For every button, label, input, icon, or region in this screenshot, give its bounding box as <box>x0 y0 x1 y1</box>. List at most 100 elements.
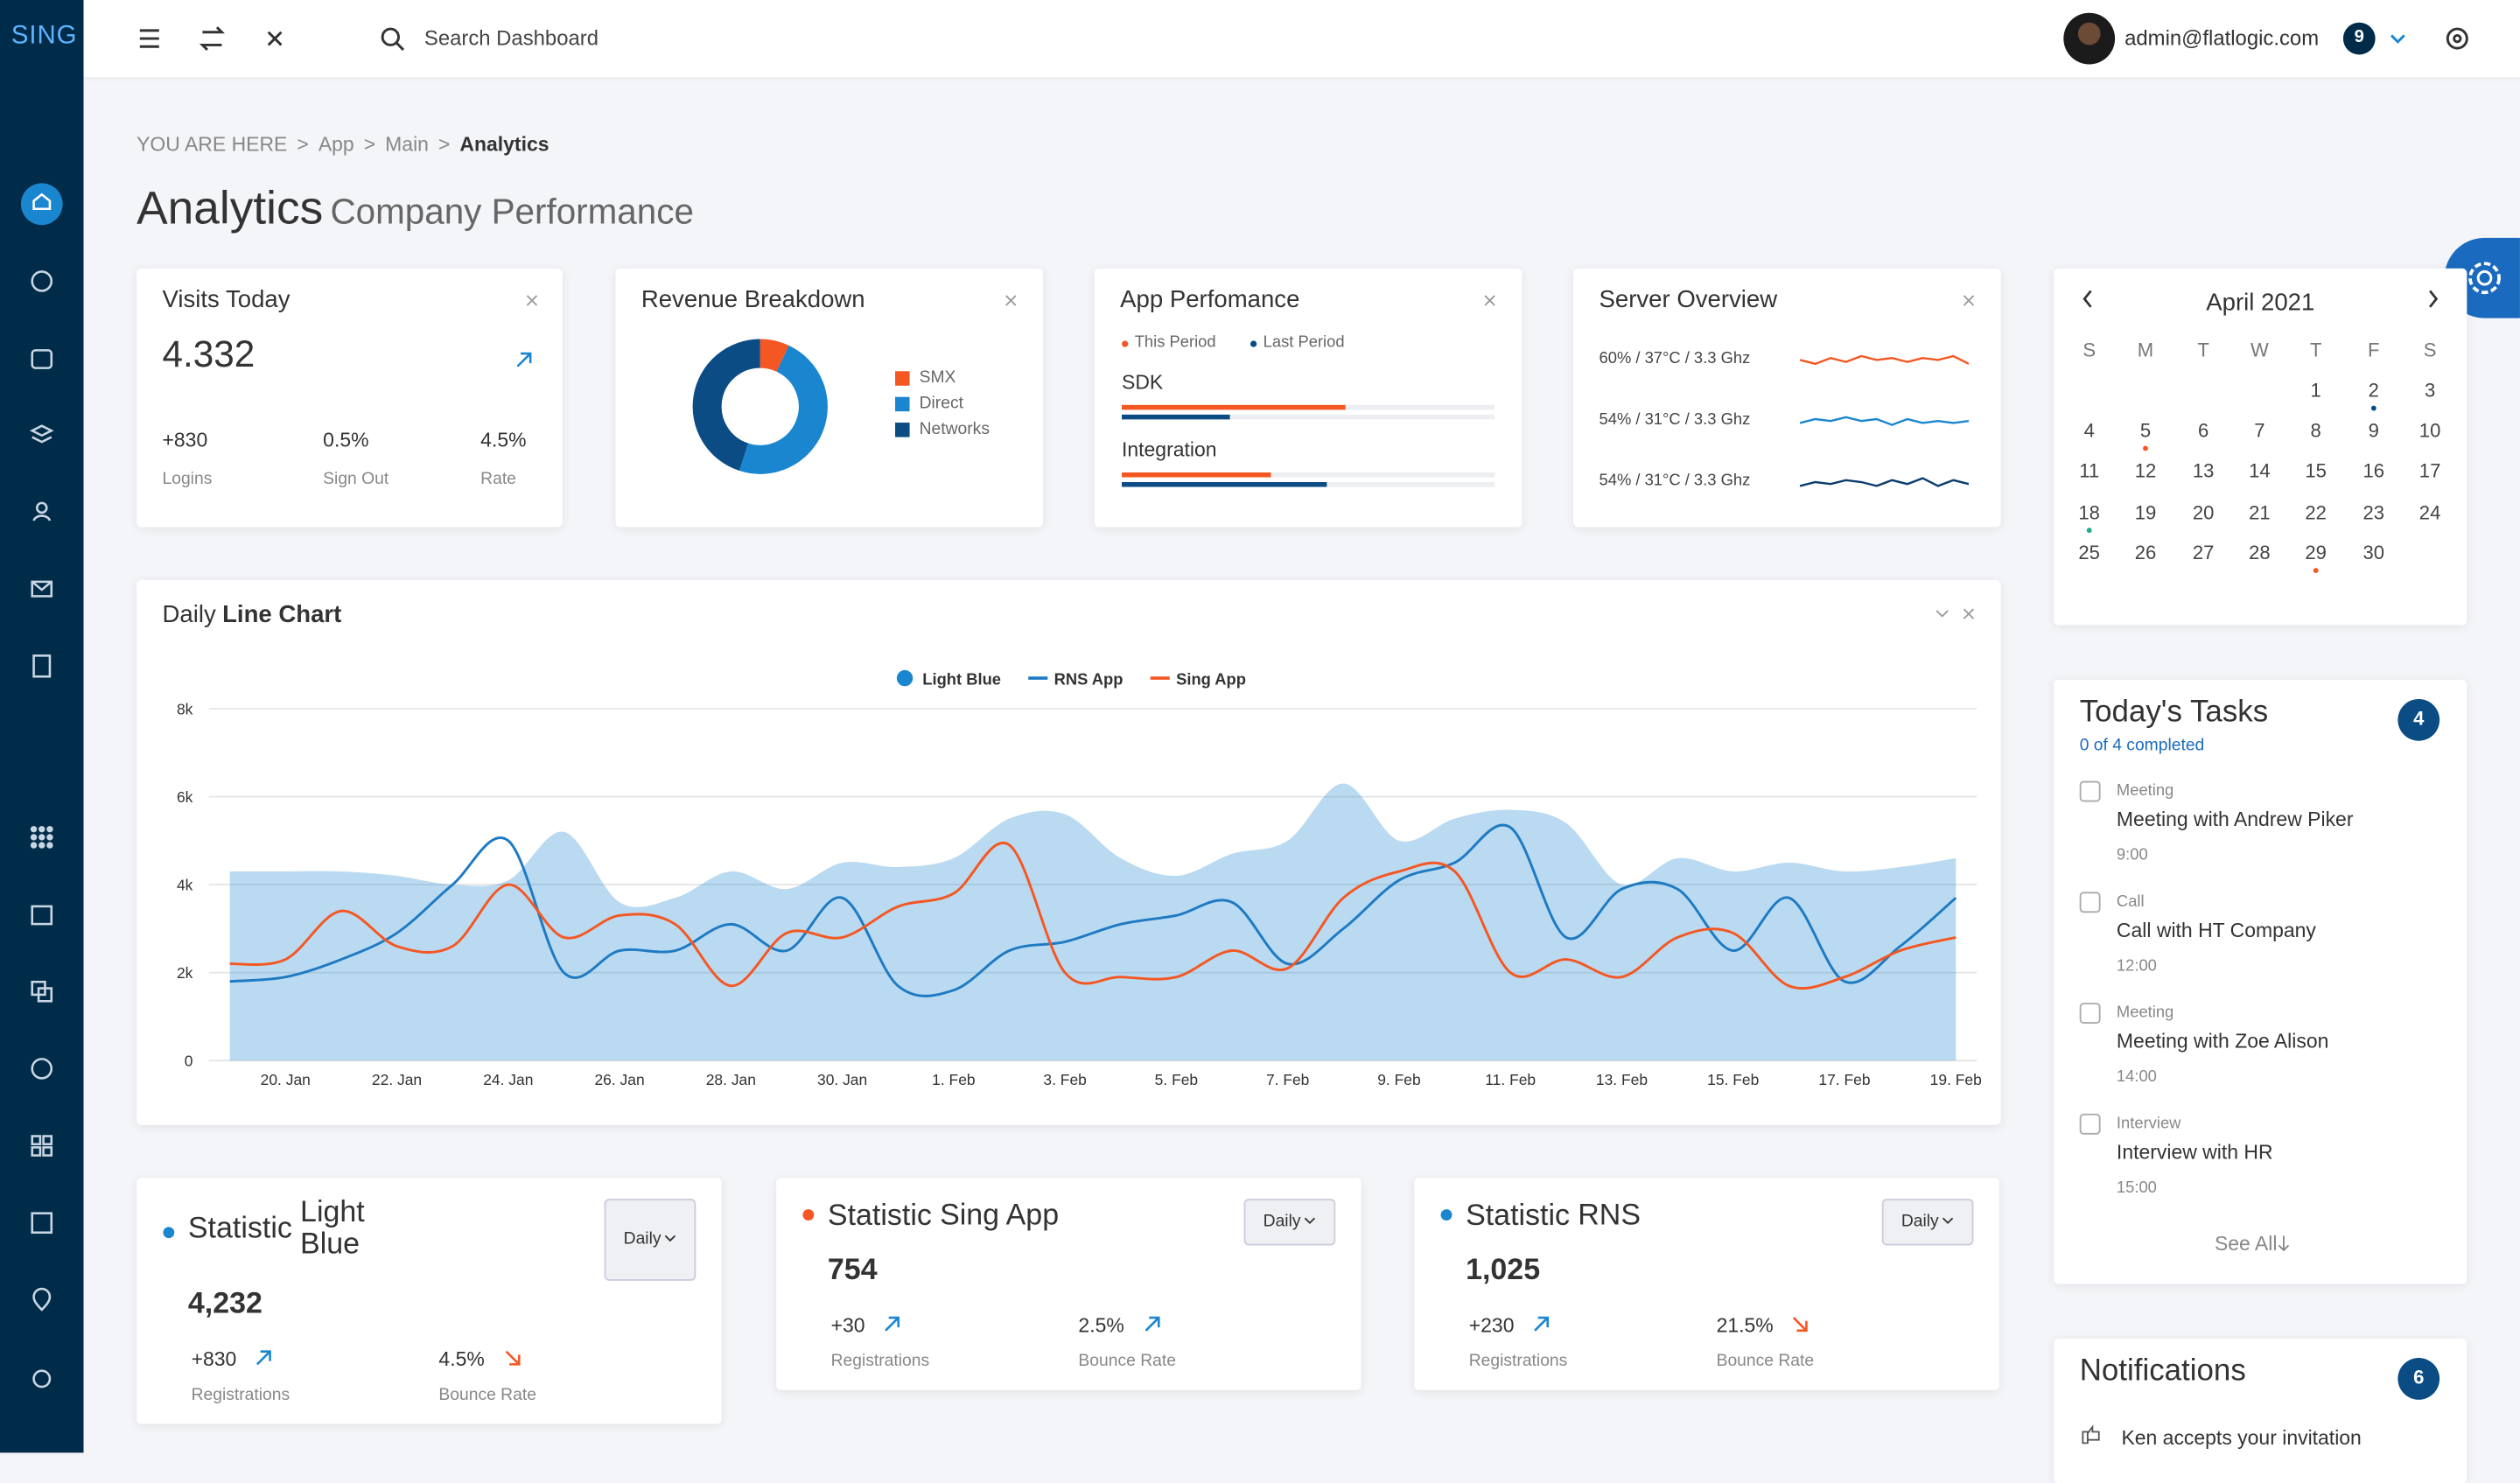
x-tick-label: 3. Feb <box>1043 1071 1086 1088</box>
calendar-day[interactable]: 15 <box>2305 459 2327 483</box>
calendar-day[interactable]: 13 <box>2192 459 2215 483</box>
task-count: 4 <box>2413 707 2425 730</box>
nm: RNS <box>1578 1197 1641 1232</box>
close-button[interactable] <box>1483 294 1496 307</box>
user-email[interactable]: admin@flatlogic.com <box>2124 25 2320 50</box>
dropdown[interactable]: Daily <box>1881 1199 1974 1246</box>
calendar-day[interactable]: 26 <box>2134 541 2157 564</box>
stat-label: Sign Out <box>323 469 389 489</box>
checkbox[interactable] <box>2079 892 2101 913</box>
trend-arrow <box>1534 1316 1550 1332</box>
donut-segment <box>760 339 789 373</box>
performance-bars <box>1122 340 1495 487</box>
bar-track <box>1122 414 1495 420</box>
dropdown[interactable]: Daily <box>1243 1199 1336 1246</box>
stat-value: 0.5% <box>323 429 369 452</box>
calendar-day[interactable]: 6 <box>2197 419 2209 443</box>
weekday: T <box>2309 339 2322 362</box>
task-time: 14:00 <box>2116 1068 2157 1087</box>
event-dot <box>2143 445 2148 451</box>
task-progress: 0 of 4 completed <box>2079 736 2205 756</box>
stat-value: 2.5% <box>1078 1314 1124 1338</box>
bar <box>1122 404 1346 410</box>
crumb[interactable]: Analytics <box>459 133 550 157</box>
close-button[interactable] <box>526 294 539 307</box>
prev-month[interactable] <box>2082 290 2092 308</box>
close-icon <box>1484 295 1495 306</box>
stat-value: +230 <box>1468 1314 1515 1338</box>
checkbox[interactable] <box>2079 1003 2101 1024</box>
crumb[interactable]: Main <box>385 133 429 157</box>
calendar-day[interactable]: 1 <box>2310 379 2321 402</box>
calendar-day[interactable]: 28 <box>2249 541 2271 564</box>
x-tick-label: 30. Jan <box>817 1071 867 1088</box>
calendar-day[interactable]: 9 <box>2368 419 2379 443</box>
calendar-day[interactable]: 5 <box>2139 419 2152 443</box>
calendar-day[interactable]: 18 <box>2078 501 2100 524</box>
trend-icon <box>256 1350 271 1366</box>
calendar-day[interactable]: 27 <box>2192 541 2215 564</box>
calendar-day[interactable]: 19 <box>2134 501 2157 524</box>
count-badge <box>2398 698 2440 741</box>
search-input[interactable]: Search Dashboard <box>424 25 598 50</box>
x-tick-label: 7. Feb <box>1266 1071 1309 1088</box>
trend-icon <box>505 1350 521 1366</box>
calendar-day[interactable]: 7 <box>2254 419 2265 443</box>
calendar-day[interactable]: 4 <box>2083 419 2095 443</box>
calendar-day[interactable]: 3 <box>2424 379 2436 402</box>
title: Statistic <box>187 1210 292 1244</box>
trend-icon <box>1144 1316 1160 1332</box>
x-tick-label: 22. Jan <box>372 1071 422 1088</box>
calendar-day[interactable]: 2 <box>2368 379 2379 402</box>
title-main: Analytics <box>136 183 324 235</box>
calendar-day[interactable]: 23 <box>2362 501 2385 524</box>
close-button[interactable] <box>1963 294 1976 307</box>
calendar-day[interactable]: 11 <box>2079 459 2100 483</box>
crumb[interactable]: App <box>318 133 354 157</box>
series-dot <box>163 1226 175 1238</box>
stat-value: 21.5% <box>1716 1314 1774 1338</box>
calendar-day[interactable]: 22 <box>2305 501 2327 524</box>
calendar-day[interactable]: 24 <box>2418 501 2441 524</box>
next-month[interactable] <box>2429 290 2439 308</box>
crumb-separator: > <box>363 133 376 157</box>
nm: Sing App <box>940 1197 1060 1232</box>
task-text: Meeting with Andrew Piker <box>2116 808 2354 831</box>
dot <box>802 1209 815 1221</box>
close-button[interactable] <box>1963 607 1976 620</box>
dropdown[interactable]: Daily <box>604 1199 696 1281</box>
trend-icon <box>1792 1317 1808 1333</box>
calendar-icons[interactable] <box>2054 269 2467 626</box>
topbar-icons[interactable] <box>84 0 2520 77</box>
checkbox[interactable] <box>2079 1113 2101 1135</box>
checkbox[interactable] <box>2079 780 2101 802</box>
calendar-day[interactable]: 25 <box>2078 541 2100 564</box>
calendar-day[interactable]: 10 <box>2418 419 2441 443</box>
visits-card: Visits Today 4.332 +830 Logins 0.5% Sign Out 4… <box>136 268 563 528</box>
task-text: Call with HT Company <box>2116 919 2316 942</box>
legend-label: This Period <box>1134 334 1216 353</box>
collapse-icon[interactable] <box>1936 610 1949 618</box>
trend-icon <box>1534 1316 1550 1332</box>
stat-value: 4.5% <box>480 429 527 452</box>
calendar-day[interactable]: 30 <box>2362 541 2385 564</box>
y-tick-label: 2k <box>177 964 193 982</box>
calendar-day[interactable]: 8 <box>2310 419 2321 443</box>
notification-graphics <box>2082 1358 2440 1445</box>
task-time: 9:00 <box>2116 846 2148 865</box>
calendar-day[interactable]: 29 <box>2305 541 2327 564</box>
calendar-day[interactable]: 21 <box>2249 501 2271 524</box>
title: Statistic <box>827 1197 932 1232</box>
statistic-title: Statistic RNS <box>1466 1196 1641 1233</box>
calendar-day[interactable]: 16 <box>2362 459 2385 483</box>
calendar-day[interactable]: 17 <box>2418 459 2441 483</box>
close-button[interactable] <box>1004 294 1018 307</box>
tasks-card: Today's Tasks 4 0 of 4 completed Meeting Mee… <box>2054 679 2468 1284</box>
calendar-day[interactable]: 12 <box>2134 459 2157 483</box>
statistic-title: Statistic Sing App <box>828 1196 1059 1233</box>
see-all[interactable]: See All <box>2214 1232 2278 1256</box>
weekday: W <box>2250 339 2269 362</box>
calendar-day[interactable]: 20 <box>2192 501 2215 524</box>
task-time: 15:00 <box>2116 1179 2157 1198</box>
calendar-day[interactable]: 14 <box>2249 459 2271 483</box>
